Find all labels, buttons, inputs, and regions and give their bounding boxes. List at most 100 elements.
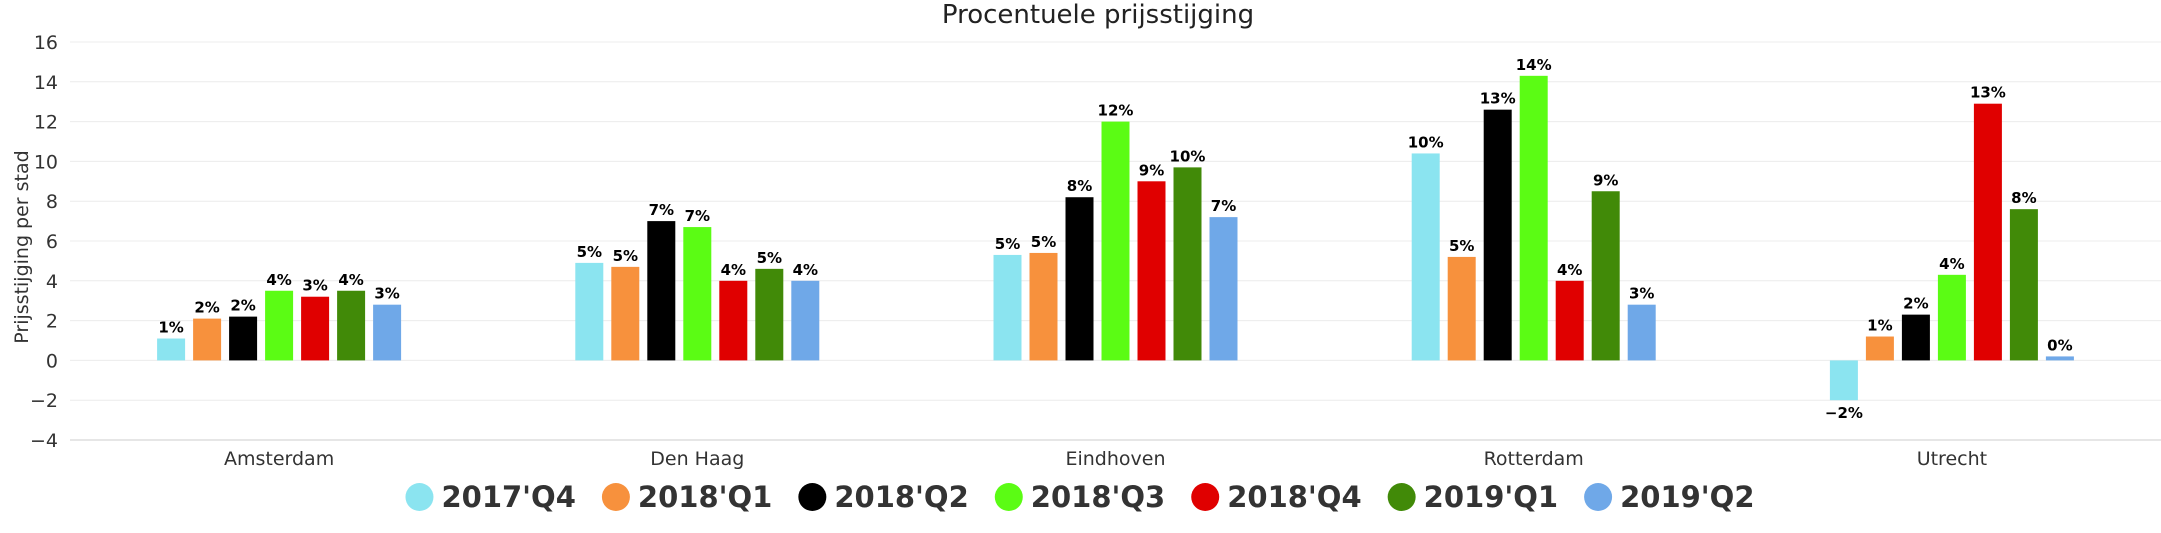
bar (1627, 304, 1656, 361)
data-label: 10% (1408, 133, 1444, 151)
bar (1829, 360, 1858, 401)
data-label: 7% (685, 207, 710, 225)
data-label: 8% (1067, 177, 1092, 195)
data-label: 7% (649, 201, 674, 219)
data-label: 9% (1139, 161, 1164, 179)
y-axis-label: Prijsstijging per stad (11, 150, 33, 343)
legend-label: 2018'Q4 (1227, 480, 1361, 514)
legend-item[interactable]: 2019'Q2 (1584, 480, 1755, 514)
data-label: 13% (1970, 84, 2006, 102)
data-label: 4% (338, 271, 363, 289)
legend-marker (1387, 483, 1416, 511)
x-tick-label: Rotterdam (1484, 448, 1584, 470)
data-label: 10% (1170, 147, 1206, 165)
x-axis-categories: Amsterdam Den Haag Eindhoven Rotterdam Utrec… (224, 448, 1987, 470)
bar (337, 290, 366, 361)
x-tick-label: Utrecht (1917, 448, 1987, 470)
data-label: 2% (194, 299, 219, 317)
bar (1973, 103, 2002, 361)
legend-item[interactable]: 2017'Q4 (405, 480, 576, 514)
legend-item[interactable]: 2019'Q1 (1387, 480, 1558, 514)
bar (193, 318, 222, 361)
bar (1937, 274, 1966, 361)
legend-marker (405, 483, 434, 511)
legend-item[interactable]: 2018'Q3 (994, 480, 1165, 514)
data-label: 14% (1516, 56, 1552, 74)
bar (1101, 121, 1130, 361)
data-label: 3% (1629, 285, 1654, 303)
data-label: 3% (302, 277, 327, 295)
data-label: 5% (1449, 237, 1474, 255)
legend-marker (994, 483, 1023, 511)
bar (1173, 167, 1202, 361)
bar (2045, 356, 2074, 361)
y-tick-label: 6 (46, 231, 58, 253)
data-label: 4% (793, 261, 818, 279)
data-label: 2% (230, 297, 255, 315)
bar (1411, 153, 1440, 361)
bar (611, 266, 640, 361)
data-label: 0% (2047, 336, 2072, 354)
legend-item[interactable]: 2018'Q4 (1191, 480, 1362, 514)
bar (229, 316, 258, 361)
data-label: 13% (1480, 90, 1516, 108)
data-label: 1% (1867, 317, 1892, 335)
bar (1591, 191, 1620, 361)
y-tick-label: 12 (34, 112, 58, 134)
y-tick-label: −2 (30, 390, 58, 412)
y-tick-label: −4 (30, 430, 58, 452)
data-label: 1% (158, 319, 183, 337)
y-tick-label: 16 (34, 32, 58, 54)
data-label: 4% (721, 261, 746, 279)
y-tick-label: 8 (46, 191, 58, 213)
bar (719, 280, 748, 361)
bar (1901, 314, 1930, 361)
data-label: −2% (1825, 404, 1863, 422)
data-label: 4% (1557, 261, 1582, 279)
legend-label: 2018'Q2 (834, 480, 968, 514)
data-label: 12% (1098, 102, 1134, 120)
bar (993, 254, 1022, 361)
bar (373, 304, 402, 361)
bar (1029, 252, 1058, 361)
bar (1137, 181, 1166, 361)
y-tick-label: 10 (34, 151, 58, 173)
data-label: 9% (1593, 171, 1618, 189)
data-label: 5% (577, 243, 602, 261)
data-label: 8% (2011, 189, 2036, 207)
bar (265, 290, 294, 361)
data-label: 2% (1903, 295, 1928, 313)
bar (2009, 209, 2038, 361)
bar (575, 262, 604, 361)
data-label: 5% (995, 235, 1020, 253)
legend[interactable]: 2017'Q4 2018'Q1 2018'Q2 2018'Q3 2018'Q4 2019'… (405, 480, 1755, 514)
bar (755, 268, 784, 361)
bar (1483, 109, 1512, 361)
data-label: 5% (757, 249, 782, 267)
bar (683, 227, 712, 361)
data-label: 4% (266, 271, 291, 289)
y-tick-label: 0 (46, 350, 58, 372)
y-tick-label: 4 (46, 271, 58, 293)
legend-item[interactable]: 2018'Q1 (601, 480, 772, 514)
bar (1447, 256, 1476, 361)
data-label: 7% (1211, 197, 1236, 215)
x-tick-label: Den Haag (650, 448, 744, 470)
data-label: 3% (374, 285, 399, 303)
legend-marker (601, 483, 630, 511)
chart-title: Procentuele prijsstijging (942, 0, 1254, 30)
bar (1555, 280, 1584, 361)
bars (157, 75, 2074, 401)
legend-item[interactable]: 2018'Q2 (798, 480, 969, 514)
bar (1209, 217, 1238, 361)
bar (647, 221, 676, 361)
bar (157, 338, 186, 361)
legend-label: 2019'Q2 (1620, 480, 1754, 514)
y-tick-label: 14 (34, 72, 58, 94)
y-tick-label: 2 (46, 311, 58, 333)
legend-label: 2017'Q4 (441, 480, 575, 514)
legend-marker (1191, 483, 1220, 511)
data-labels: 1% 2% 2% 4% 3% 4% 3% 5% 5% 7% 7% 4% 5% 4% 5% 5% 8% 12% 9% 1… (158, 56, 2072, 422)
legend-label: 2019'Q1 (1424, 480, 1558, 514)
data-label: 4% (1939, 255, 1964, 273)
